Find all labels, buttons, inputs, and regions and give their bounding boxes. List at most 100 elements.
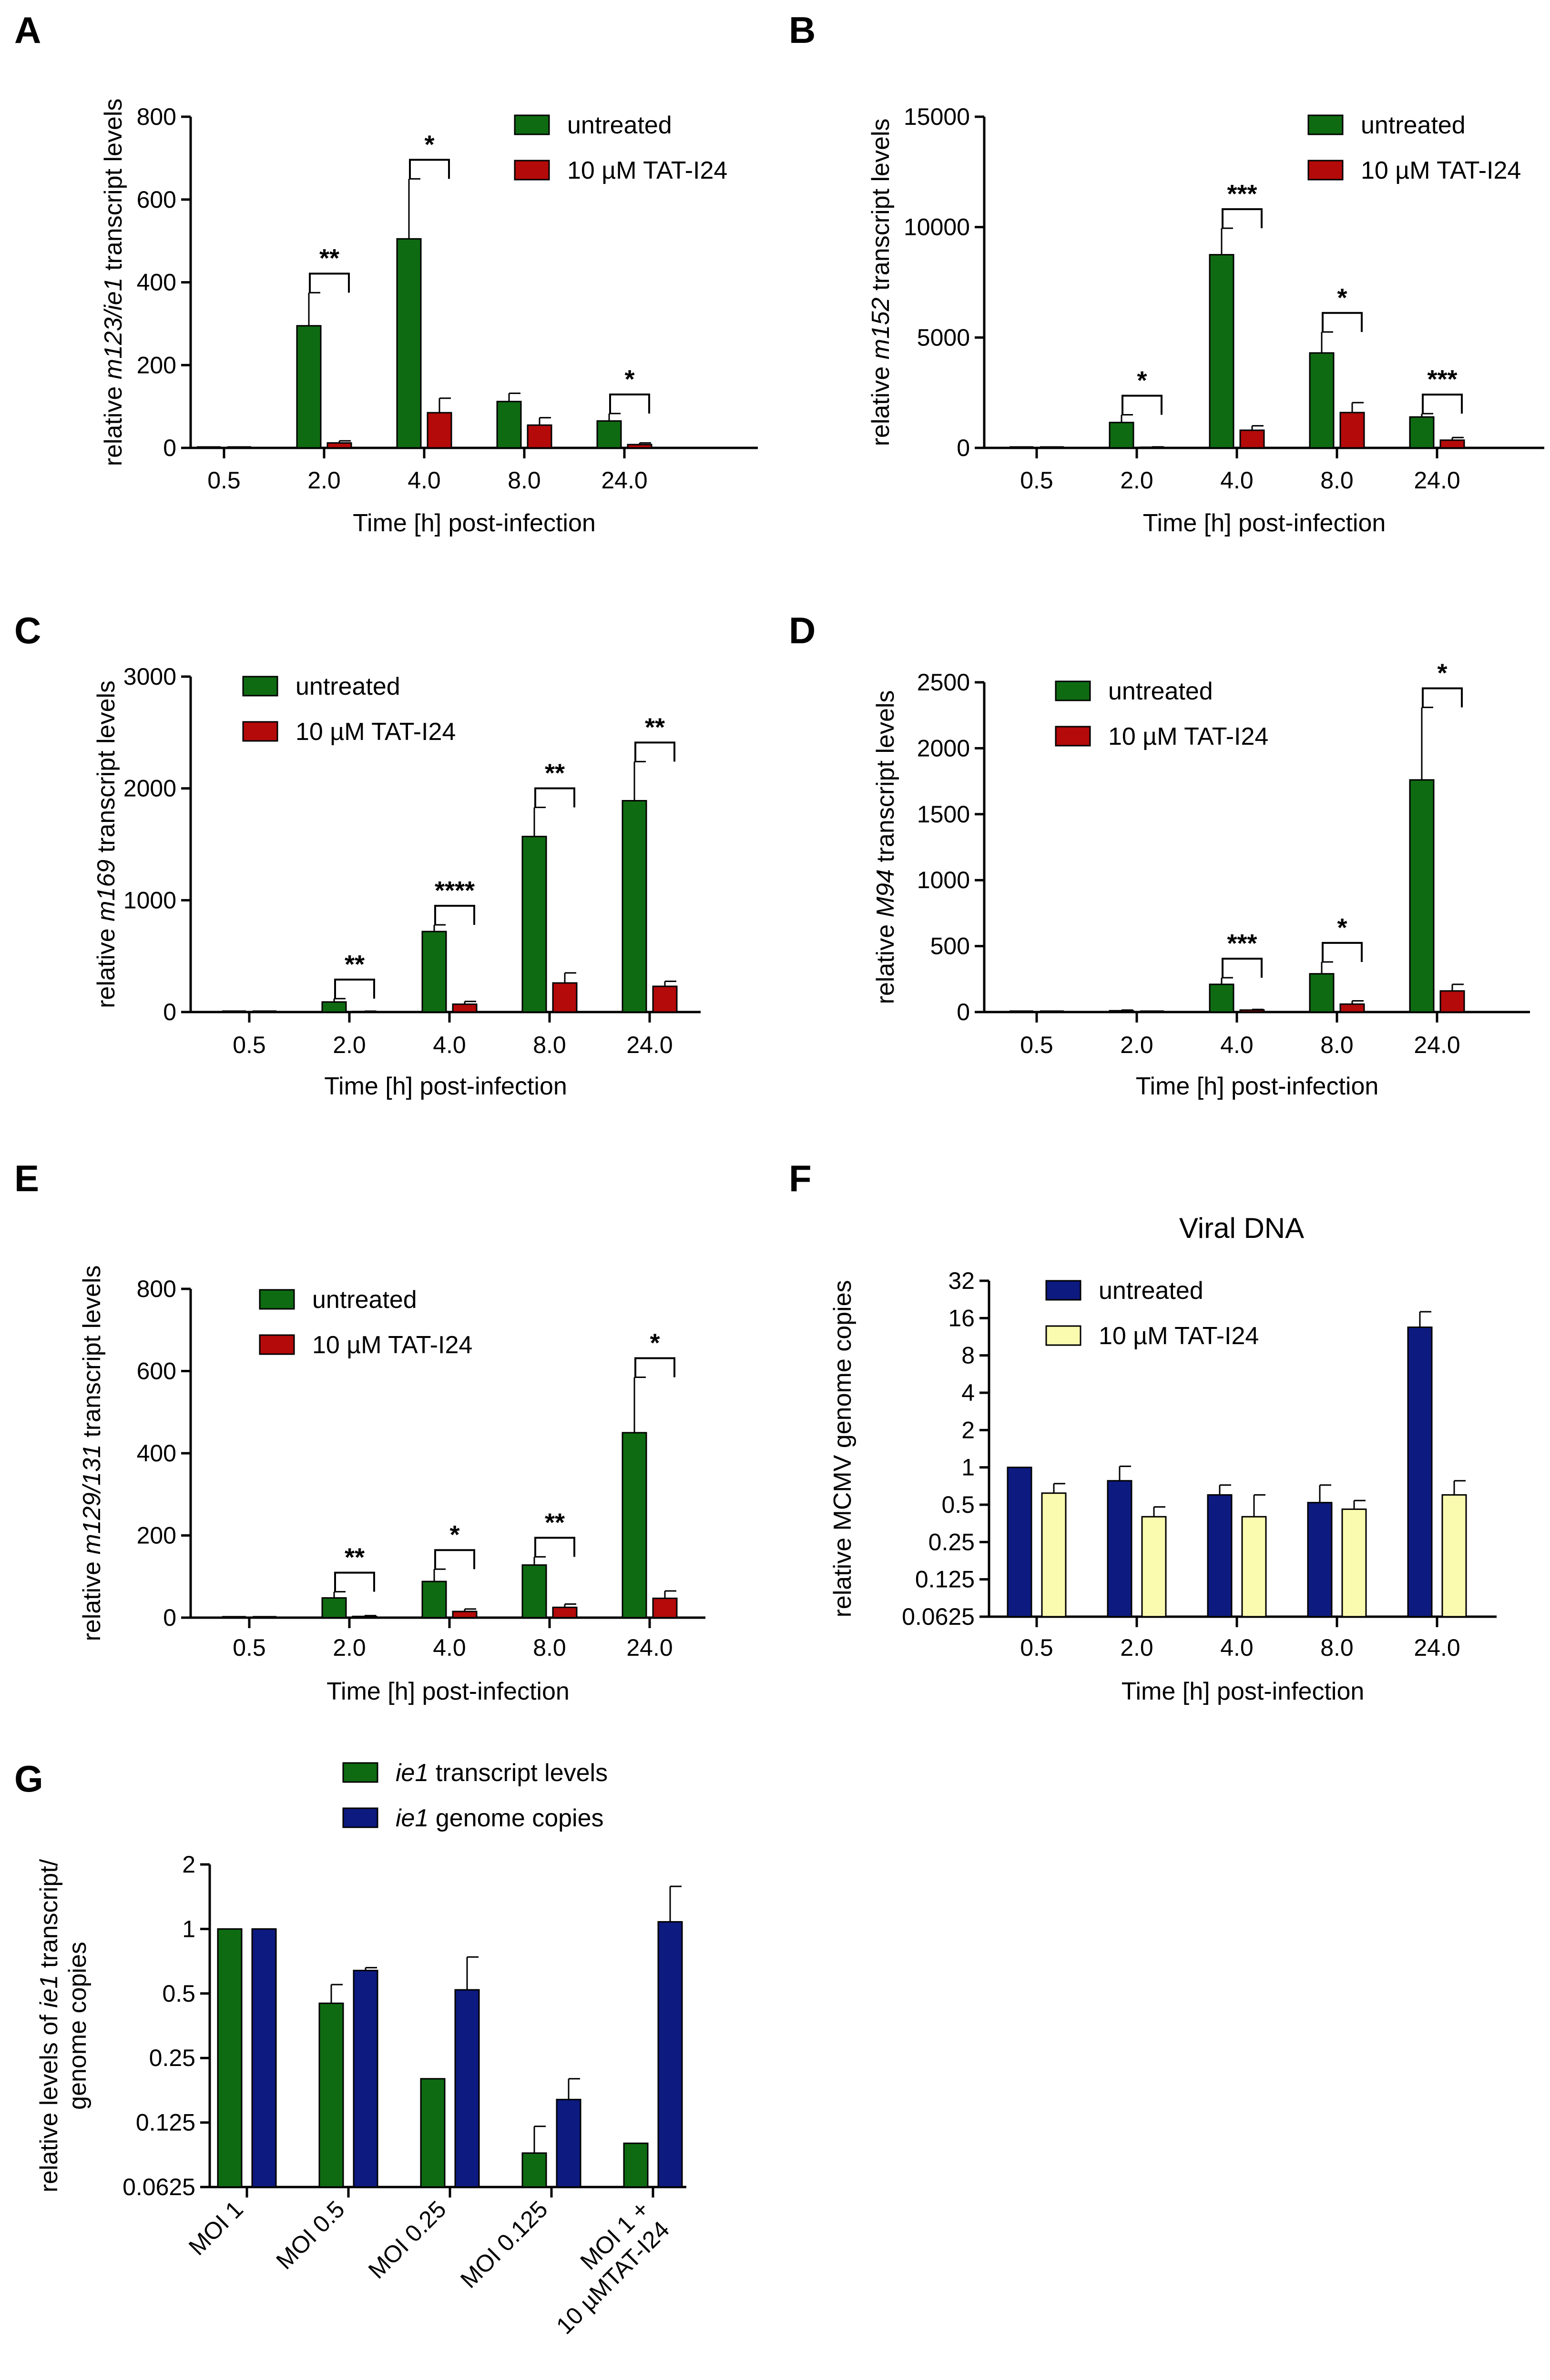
x-tick-label: 24.0 bbox=[626, 1634, 673, 1661]
y-tick-label: 400 bbox=[137, 269, 176, 296]
legend-label-italic: ie1 bbox=[396, 1759, 428, 1787]
bar-series1 bbox=[1209, 983, 1234, 1013]
bar-series1 bbox=[1207, 1494, 1233, 1618]
legend-label-italic: ie1 bbox=[396, 1804, 428, 1832]
x-axis-label: Time [h] post-infection bbox=[324, 1073, 567, 1100]
y-tick-label: 0.5 bbox=[162, 1980, 195, 2007]
legend-label: untreated bbox=[1099, 1277, 1203, 1305]
y-axis-label-line2: genome copies bbox=[64, 1942, 92, 2110]
bar-series1 bbox=[1407, 1327, 1433, 1618]
y-tick-label: 1500 bbox=[917, 801, 970, 828]
legend-label: untreated bbox=[1361, 111, 1466, 139]
x-tick-label: 0.5 bbox=[1020, 1634, 1053, 1661]
legend-swatch bbox=[1045, 1325, 1081, 1346]
x-tick-label: 8.0 bbox=[508, 467, 541, 494]
significance-bracket bbox=[634, 1357, 675, 1377]
x-axis-label: Time [h] post-infection bbox=[326, 1678, 570, 1705]
bar-series1 bbox=[1109, 1010, 1134, 1013]
x-tick-label: 0.5 bbox=[207, 467, 241, 494]
significance-bracket bbox=[434, 904, 475, 925]
y-axis-label: relative m152 transcript levels bbox=[867, 119, 895, 446]
significance-label: **** bbox=[435, 876, 475, 905]
bar-series1 bbox=[296, 325, 322, 449]
x-tick-label: 8.0 bbox=[533, 1032, 566, 1058]
bar-series2 bbox=[1041, 1492, 1067, 1618]
bar-series1 bbox=[1309, 352, 1335, 449]
bar-series2 bbox=[454, 1989, 480, 2188]
panel-letter-c: C bbox=[14, 609, 41, 651]
bar-series1 bbox=[521, 2152, 547, 2188]
y-axis-label-italic: m129/131 bbox=[78, 1444, 106, 1554]
x-tick-label: 24.0 bbox=[1414, 1634, 1460, 1661]
y-tick-label: 16 bbox=[948, 1305, 975, 1331]
x-axis-label: Time [h] post-infection bbox=[353, 509, 596, 537]
y-tick-label: 15000 bbox=[904, 103, 970, 130]
x-axis-label: Time [h] post-infection bbox=[1122, 1678, 1365, 1705]
x-tick-label: 4.0 bbox=[433, 1634, 466, 1661]
y-axis-label: relative MCMV genome copies bbox=[829, 1280, 857, 1617]
significance-bracket bbox=[434, 1549, 475, 1570]
bar-series1 bbox=[496, 401, 522, 449]
y-tick-label: 0.125 bbox=[915, 1566, 975, 1593]
significance-label: * bbox=[1137, 366, 1147, 395]
y-tick-label: 2500 bbox=[917, 669, 970, 696]
panel-letter-e: E bbox=[14, 1157, 39, 1199]
y-tick-label: 800 bbox=[137, 1276, 176, 1302]
significance-bracket bbox=[1222, 208, 1263, 228]
y-axis-label-italic: ie1 bbox=[35, 1975, 63, 2008]
legend-label: 10 µM TAT-I24 bbox=[1099, 1322, 1259, 1350]
x-axis-label: Time [h] post-infection bbox=[1136, 1073, 1379, 1100]
y-tick-label: 2 bbox=[182, 1851, 195, 1878]
legend-label: 10 µM TAT-I24 bbox=[312, 1331, 472, 1359]
bar-series1 bbox=[396, 238, 422, 449]
y-axis-label: relative m123/ie1 transcript levels bbox=[100, 99, 127, 466]
significance-bracket bbox=[534, 1537, 575, 1557]
bar-series2 bbox=[251, 1928, 277, 2188]
y-tick-label: 200 bbox=[137, 1522, 176, 1549]
bar-series1 bbox=[420, 2078, 446, 2188]
y-tick-label: 500 bbox=[930, 933, 970, 960]
y-axis-label-part: relative bbox=[867, 359, 895, 446]
legend-label: ie1 genome copies bbox=[396, 1804, 604, 1832]
y-axis-label: relative levels of ie1 transcript/ bbox=[35, 1859, 63, 2192]
significance-label: ** bbox=[345, 1543, 365, 1572]
legend-label: 10 µM TAT-I24 bbox=[296, 718, 456, 746]
y-tick-label: 8 bbox=[961, 1342, 975, 1369]
bar-series2 bbox=[1341, 1508, 1367, 1618]
x-tick-label: 2.0 bbox=[1120, 467, 1153, 494]
panel-letter-a: A bbox=[14, 9, 41, 51]
y-tick-label: 0.25 bbox=[149, 2045, 195, 2071]
legend-swatch bbox=[1045, 1280, 1081, 1301]
y-tick-label: 0.25 bbox=[928, 1529, 975, 1555]
chart-title: Viral DNA bbox=[1179, 1212, 1304, 1244]
panel-letter-d: D bbox=[789, 609, 816, 651]
significance-label: * bbox=[1437, 659, 1447, 688]
y-axis-label: relative m129/131 transcript levels bbox=[78, 1265, 106, 1641]
panel-G: G 0.0625 0.125 0.25 0.5 1 2 MOI 1 MOI 0.5 MOI 0.2… bbox=[14, 1758, 686, 2339]
significance-label: * bbox=[624, 365, 634, 394]
bar-series2 bbox=[1441, 1494, 1467, 1618]
significance-bracket bbox=[534, 787, 575, 808]
bar-series1 bbox=[1309, 973, 1335, 1013]
bar-series1 bbox=[1107, 1480, 1132, 1618]
x-tick-label: 0.5 bbox=[1020, 467, 1053, 494]
significance-bracket bbox=[1222, 958, 1263, 978]
significance-label: * bbox=[424, 130, 434, 159]
bar-series1 bbox=[622, 1432, 647, 1619]
y-axis-label-part: transcript levels bbox=[92, 680, 120, 860]
significance-bracket bbox=[409, 159, 450, 179]
y-tick-label: 0.0625 bbox=[902, 1603, 975, 1630]
bar-series1 bbox=[421, 931, 447, 1013]
y-tick-label: 800 bbox=[137, 103, 176, 130]
y-axis-label-part: transcript levels bbox=[78, 1265, 106, 1444]
bar-series1 bbox=[1209, 254, 1234, 449]
significance-bracket bbox=[1422, 394, 1463, 414]
y-axis-label-italic: M94 bbox=[872, 869, 899, 917]
y-axis-label-part: relative bbox=[78, 1554, 106, 1641]
bar-series2 bbox=[1339, 412, 1365, 449]
panel-letter-g: G bbox=[14, 1758, 43, 1800]
legend-label: untreated bbox=[312, 1286, 417, 1314]
bar-series1 bbox=[1109, 422, 1134, 449]
